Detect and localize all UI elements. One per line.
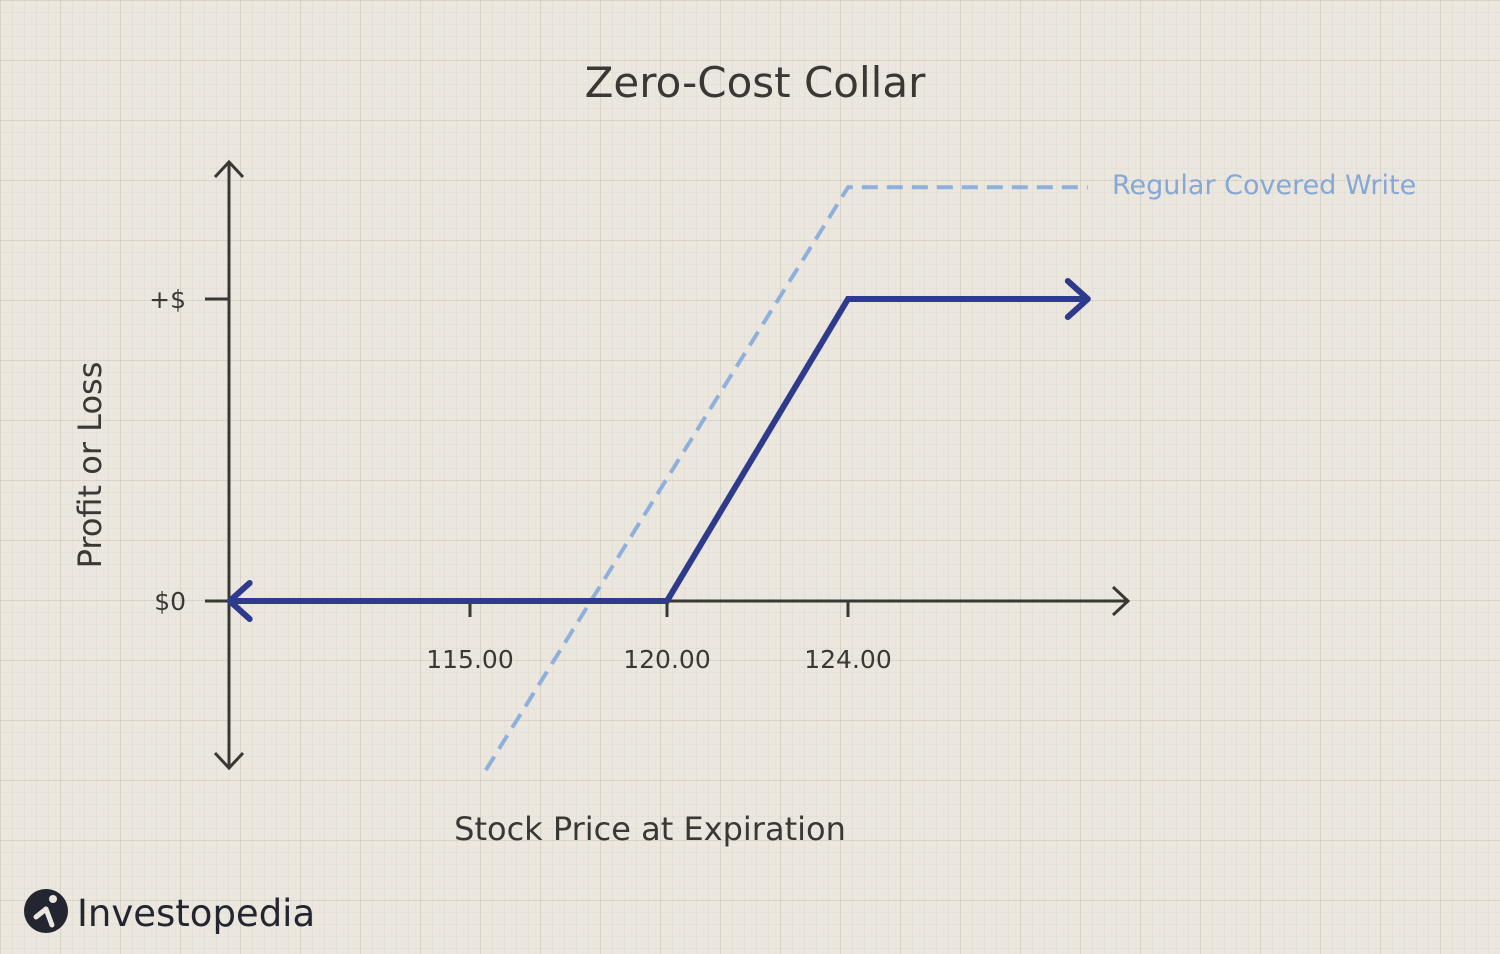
y-axis-label: Profit or Loss <box>71 362 109 569</box>
series-layer <box>226 185 1091 772</box>
series-regular-covered-write-line <box>484 185 1088 772</box>
series-right-arrowhead <box>1064 278 1091 320</box>
logo-text: Investopedia <box>77 892 315 935</box>
series-zero-cost-collar-line <box>229 296 1088 604</box>
legend-regular-covered-write: Regular Covered Write <box>1112 170 1416 201</box>
y-tick-label: $0 <box>154 587 186 616</box>
y-axis-up-arrowhead <box>213 159 245 179</box>
x-axis-label: Stock Price at Expiration <box>454 810 846 848</box>
x-tick-label: 115.00 <box>426 645 513 674</box>
series-left-arrowhead <box>226 580 253 622</box>
chart-title: Zero-Cost Collar <box>585 58 926 107</box>
x-axis-arrowhead <box>1111 585 1131 617</box>
y-tick-label: +$ <box>149 285 186 314</box>
x-tick-label: 120.00 <box>623 645 710 674</box>
y-axis-down-arrowhead <box>213 751 245 771</box>
x-ticks: 115.00 120.00 124.00 <box>426 601 892 674</box>
y-ticks: $0 +$ <box>149 285 229 616</box>
y-axis <box>213 159 245 771</box>
investopedia-logo: Investopedia <box>24 889 315 935</box>
x-tick-label: 124.00 <box>804 645 891 674</box>
